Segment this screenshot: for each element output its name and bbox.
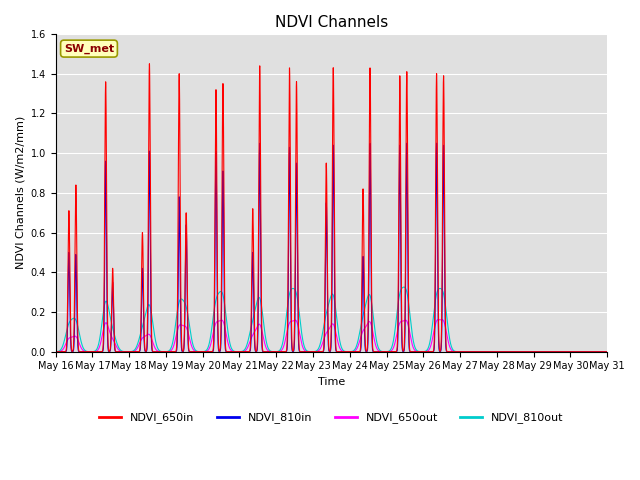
Title: NDVI Channels: NDVI Channels (275, 15, 388, 30)
NDVI_810in (271, 349, 278, 355)
NDVI_650in (81, 349, 88, 355)
NDVI_650out (81, 348, 88, 354)
NDVI_810out (319, 329, 326, 335)
NDVI_810out (271, 349, 278, 355)
NDVI_650out (319, 340, 326, 346)
NDVI_650in (319, 348, 326, 354)
NDVI_650out (52, 349, 60, 355)
Y-axis label: NDVI Channels (W/m2/mm): NDVI Channels (W/m2/mm) (15, 116, 25, 269)
NDVI_650in (260, 349, 268, 355)
NDVI_650out (567, 349, 575, 355)
NDVI_810out (425, 343, 433, 349)
NDVI_810out (604, 349, 611, 355)
NDVI_810in (81, 349, 88, 355)
NDVI_650out (196, 349, 204, 355)
NDVI_650in (604, 349, 611, 355)
NDVI_650in (52, 349, 60, 355)
Line: NDVI_650out: NDVI_650out (56, 320, 607, 352)
NDVI_650out (271, 349, 278, 355)
NDVI_810out (582, 349, 589, 355)
NDVI_810in (472, 349, 479, 355)
NDVI_810in (52, 349, 60, 355)
NDVI_650out (425, 347, 433, 353)
NDVI_650out (260, 337, 268, 343)
NDVI_810in (425, 349, 433, 355)
NDVI_650in (145, 61, 153, 67)
NDVI_810out (81, 347, 88, 353)
Text: SW_met: SW_met (64, 44, 114, 54)
NDVI_650in (425, 349, 433, 355)
NDVI_810out (196, 349, 204, 355)
Line: NDVI_650in: NDVI_650in (56, 64, 607, 352)
NDVI_650out (604, 349, 611, 355)
NDVI_650in (476, 349, 483, 355)
NDVI_650in (271, 349, 279, 355)
NDVI_810in (604, 349, 611, 355)
Line: NDVI_810out: NDVI_810out (56, 287, 607, 352)
NDVI_650in (196, 349, 204, 355)
NDVI_810out (400, 284, 408, 290)
NDVI_810out (260, 322, 268, 328)
NDVI_810in (319, 349, 326, 355)
Legend: NDVI_650in, NDVI_810in, NDVI_650out, NDVI_810out: NDVI_650in, NDVI_810in, NDVI_650out, NDV… (95, 408, 568, 428)
NDVI_650out (438, 317, 446, 323)
NDVI_810out (52, 349, 60, 355)
NDVI_810in (196, 349, 204, 355)
NDVI_810in (260, 349, 268, 355)
Line: NDVI_810in: NDVI_810in (56, 143, 607, 352)
NDVI_810in (433, 140, 440, 146)
X-axis label: Time: Time (318, 377, 345, 387)
